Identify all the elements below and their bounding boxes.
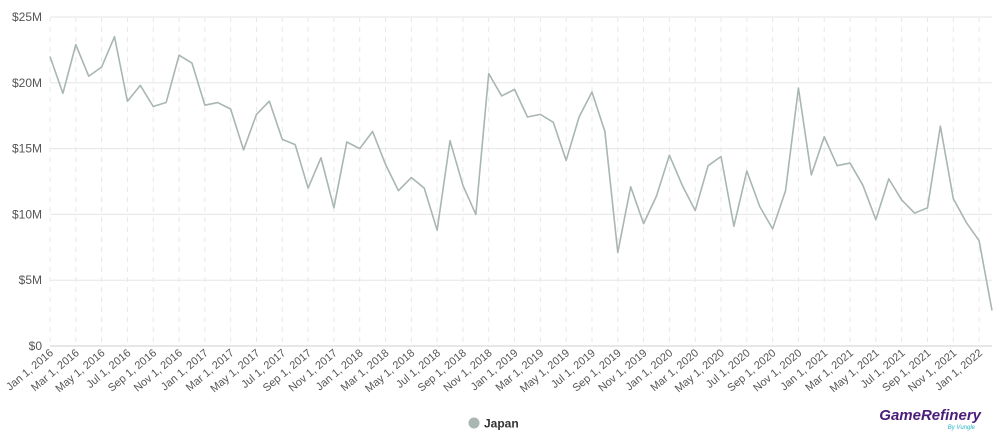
gamerefinery-logo: GameRefinery By Vungle — [879, 407, 981, 431]
logo-sub-text: By Vungle — [948, 425, 976, 431]
legend-label-japan: Japan — [484, 417, 519, 431]
legend-marker-japan — [468, 417, 480, 429]
y-tick-label: $5M — [19, 273, 42, 287]
series-line-japan[interactable] — [49, 35, 993, 311]
y-tick-label: $20M — [12, 76, 42, 90]
y-tick-label: $10M — [12, 207, 42, 221]
legend[interactable]: Japan — [468, 417, 519, 431]
series-layer — [49, 35, 993, 311]
grid-lines — [49, 16, 992, 347]
y-tick-label: $0 — [29, 339, 43, 353]
y-tick-label: $15M — [12, 142, 42, 156]
logo-main-text: GameRefinery — [879, 407, 981, 424]
y-axis: $0 $5M $10M $15M $20M $25M — [12, 10, 992, 353]
y-tick-label: $25M — [12, 10, 42, 24]
